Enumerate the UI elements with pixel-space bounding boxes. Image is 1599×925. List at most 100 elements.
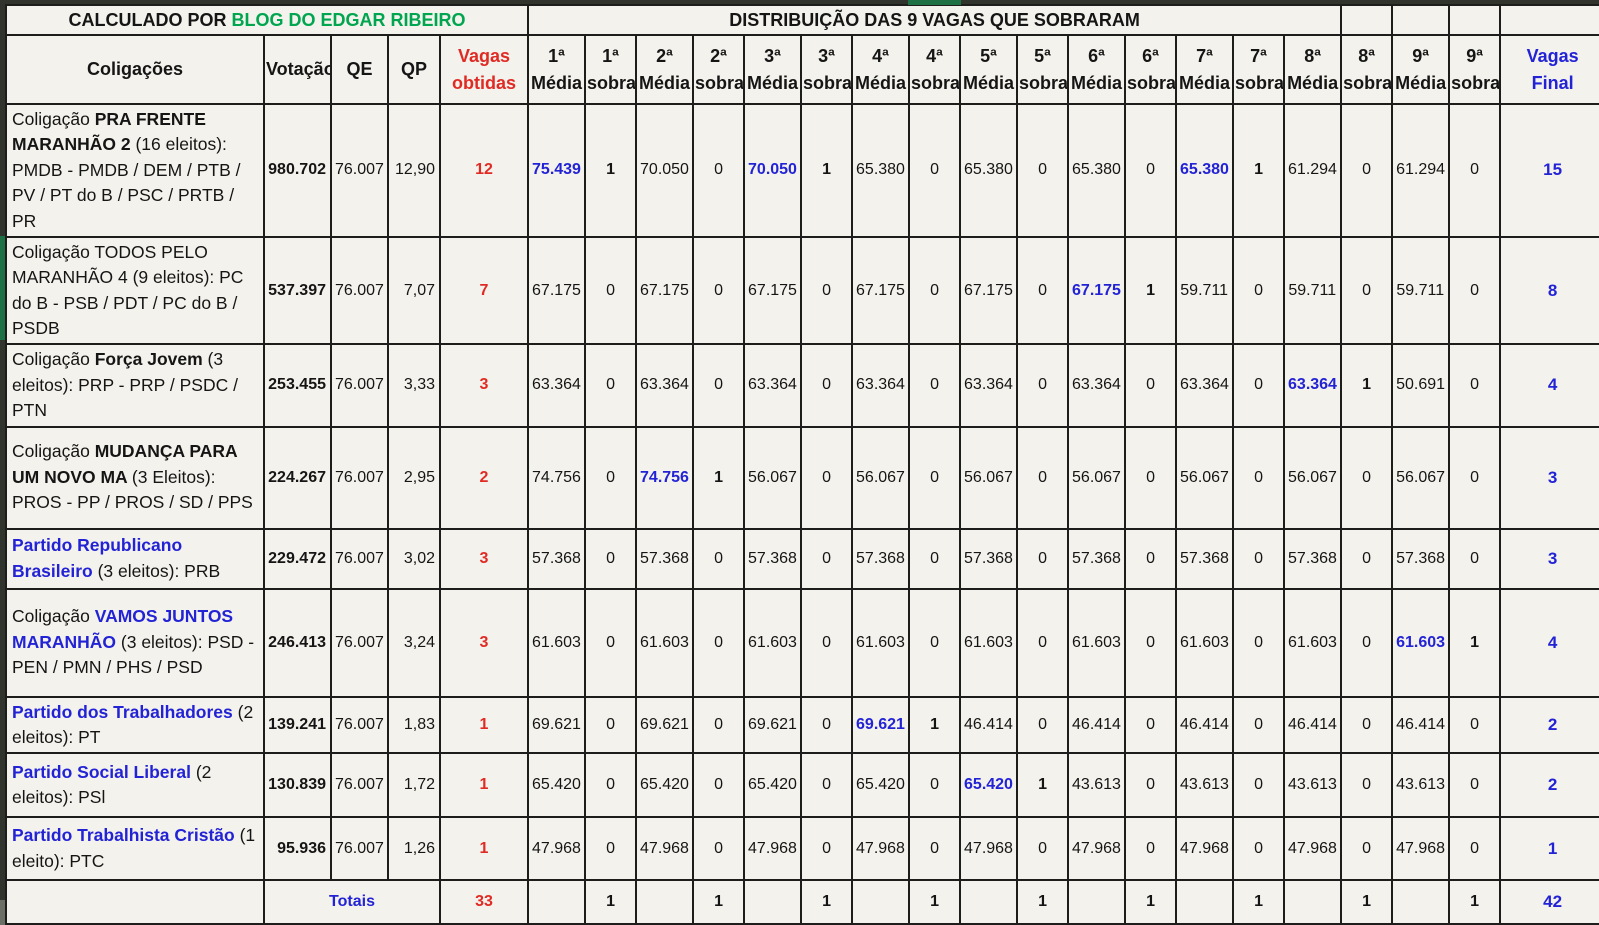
col-header-qe[interactable]: QE	[330, 34, 389, 105]
cell-media-8[interactable]: 47.968	[1283, 816, 1343, 882]
cell-vagas-final[interactable]: 15	[1499, 103, 1599, 238]
cell-votacao[interactable]: 537.397	[263, 235, 332, 346]
cell-media-7[interactable]: 56.067	[1175, 425, 1235, 530]
col-header-media-1[interactable]: 1ª Média	[527, 34, 587, 105]
cell-sobra-7[interactable]: 0	[1232, 425, 1286, 530]
col-header-media-3[interactable]: 3ª Média	[743, 34, 803, 105]
totals-sobra-8[interactable]: 1	[1340, 879, 1394, 925]
cell-media-8[interactable]: 56.067	[1283, 425, 1343, 530]
cell-vagas-obtidas[interactable]: 3	[438, 527, 530, 590]
col-header-media-4[interactable]: 4ª Média	[851, 34, 911, 105]
cell-media-5[interactable]: 65.420	[959, 752, 1019, 819]
cell-media-2[interactable]: 74.756	[635, 425, 695, 530]
cell-media-1[interactable]: 63.364	[527, 343, 587, 428]
totals-media-empty[interactable]	[1067, 879, 1127, 925]
cell-media-3[interactable]: 61.603	[743, 587, 803, 698]
cell-media-1[interactable]: 65.420	[527, 752, 587, 819]
cell-sobra-6[interactable]: 1	[1124, 235, 1178, 346]
cell-media-8[interactable]: 59.711	[1283, 235, 1343, 346]
cell-media-2[interactable]: 57.368	[635, 527, 695, 590]
cell-media-9[interactable]: 43.613	[1391, 752, 1451, 819]
cell-sobra-8[interactable]: 0	[1340, 816, 1394, 882]
cell-qp[interactable]: 12,90	[387, 103, 441, 238]
cell-media-7[interactable]: 46.414	[1175, 695, 1235, 755]
totals-empty-coligacoes[interactable]	[5, 879, 265, 925]
col-header-media-7[interactable]: 7ª Média	[1175, 34, 1235, 105]
cell-sobra-9[interactable]: 1	[1448, 587, 1502, 698]
cell-coalition-name[interactable]: Partido Social Liberal (2 eleitos): PSl	[5, 752, 265, 819]
cell-sobra-7[interactable]: 0	[1232, 527, 1286, 590]
cell-media-4[interactable]: 57.368	[851, 527, 911, 590]
cell-sobra-5[interactable]: 0	[1016, 527, 1070, 590]
cell-sobra-2[interactable]: 0	[692, 527, 746, 590]
distribution-title-cell[interactable]: DISTRIBUIÇÃO DAS 9 VAGAS QUE SOBRARAM	[527, 4, 1343, 36]
cell-qp[interactable]: 3,24	[387, 587, 441, 698]
cell-sobra-6[interactable]: 0	[1124, 752, 1178, 819]
cell-votacao[interactable]: 130.839	[263, 752, 332, 819]
cell-vagas-obtidas[interactable]: 1	[438, 816, 530, 882]
cell-coalition-name[interactable]: Partido Trabalhista Cristão (1 eleito): …	[5, 816, 265, 882]
cell-media-8[interactable]: 46.414	[1283, 695, 1343, 755]
totals-sobra-3[interactable]: 1	[800, 879, 854, 925]
col-header-media-6[interactable]: 6ª Média	[1067, 34, 1127, 105]
cell-media-6[interactable]: 61.603	[1067, 587, 1127, 698]
col-header-qp[interactable]: QP	[387, 34, 441, 105]
cell-media-1[interactable]: 61.603	[527, 587, 587, 698]
cell-sobra-2[interactable]: 0	[692, 816, 746, 882]
cell-sobra-8[interactable]: 0	[1340, 527, 1394, 590]
cell-vagas-final[interactable]: 1	[1499, 816, 1599, 882]
cell-media-1[interactable]: 67.175	[527, 235, 587, 346]
cell-sobra-3[interactable]: 0	[800, 527, 854, 590]
cell-media-4[interactable]: 61.603	[851, 587, 911, 698]
cell-qp[interactable]: 3,02	[387, 527, 441, 590]
cell-sobra-6[interactable]: 0	[1124, 816, 1178, 882]
cell-sobra-1[interactable]: 0	[584, 527, 638, 590]
cell-media-2[interactable]: 65.420	[635, 752, 695, 819]
cell-media-2[interactable]: 61.603	[635, 587, 695, 698]
cell-media-6[interactable]: 56.067	[1067, 425, 1127, 530]
cell-media-9[interactable]: 61.294	[1391, 103, 1451, 238]
cell-sobra-1[interactable]: 1	[584, 103, 638, 238]
cell-media-4[interactable]: 56.067	[851, 425, 911, 530]
cell-media-7[interactable]: 61.603	[1175, 587, 1235, 698]
cell-sobra-9[interactable]: 0	[1448, 816, 1502, 882]
cell-sobra-6[interactable]: 0	[1124, 103, 1178, 238]
cell-sobra-4[interactable]: 1	[908, 695, 962, 755]
cell-media-5[interactable]: 67.175	[959, 235, 1019, 346]
cell-coalition-name[interactable]: Coligação VAMOS JUNTOS MARANHÃO (3 eleit…	[5, 587, 265, 698]
cell-media-6[interactable]: 57.368	[1067, 527, 1127, 590]
cell-media-6[interactable]: 67.175	[1067, 235, 1127, 346]
cell-votacao[interactable]: 253.455	[263, 343, 332, 428]
totals-media-empty[interactable]	[743, 879, 803, 925]
totals-media-empty[interactable]	[1283, 879, 1343, 925]
cell-media-8[interactable]: 61.603	[1283, 587, 1343, 698]
totals-sobra-4[interactable]: 1	[908, 879, 962, 925]
cell-media-2[interactable]: 67.175	[635, 235, 695, 346]
totals-sobra-9[interactable]: 1	[1448, 879, 1502, 925]
cell-media-4[interactable]: 65.420	[851, 752, 911, 819]
cell-sobra-6[interactable]: 0	[1124, 343, 1178, 428]
cell-media-5[interactable]: 56.067	[959, 425, 1019, 530]
cell-sobra-1[interactable]: 0	[584, 425, 638, 530]
cell-media-9[interactable]: 46.414	[1391, 695, 1451, 755]
cell-media-5[interactable]: 57.368	[959, 527, 1019, 590]
cell-media-3[interactable]: 57.368	[743, 527, 803, 590]
cell-sobra-3[interactable]: 0	[800, 425, 854, 530]
cell-qp[interactable]: 1,72	[387, 752, 441, 819]
cell-media-8[interactable]: 43.613	[1283, 752, 1343, 819]
cell-sobra-7[interactable]: 0	[1232, 695, 1286, 755]
cell-sobra-9[interactable]: 0	[1448, 752, 1502, 819]
cell-media-5[interactable]: 46.414	[959, 695, 1019, 755]
cell-votacao[interactable]: 229.472	[263, 527, 332, 590]
cell-vagas-obtidas[interactable]: 3	[438, 343, 530, 428]
cell-vagas-obtidas[interactable]: 12	[438, 103, 530, 238]
cell-sobra-5[interactable]: 0	[1016, 695, 1070, 755]
cell-vagas-final[interactable]: 2	[1499, 752, 1599, 819]
cell-qe[interactable]: 76.007	[330, 343, 389, 428]
cell-qe[interactable]: 76.007	[330, 103, 389, 238]
col-header-sobra-9[interactable]: 9ª sobra	[1448, 34, 1502, 105]
cell-sobra-8[interactable]: 0	[1340, 695, 1394, 755]
cell-media-2[interactable]: 47.968	[635, 816, 695, 882]
col-header-sobra-7[interactable]: 7ª sobra	[1232, 34, 1286, 105]
cell-vagas-final[interactable]: 4	[1499, 587, 1599, 698]
